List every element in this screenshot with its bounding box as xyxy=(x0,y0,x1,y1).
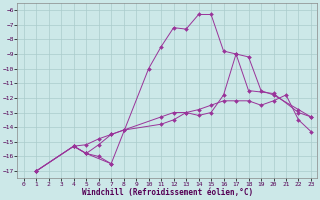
X-axis label: Windchill (Refroidissement éolien,°C): Windchill (Refroidissement éolien,°C) xyxy=(82,188,253,197)
